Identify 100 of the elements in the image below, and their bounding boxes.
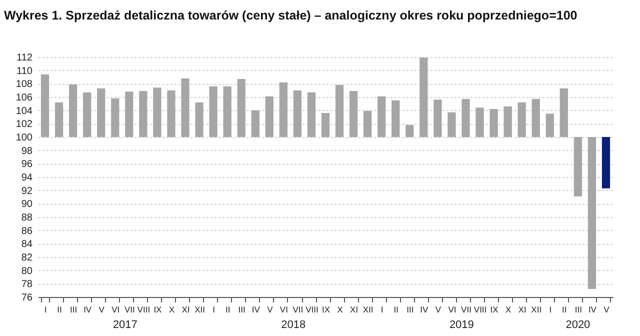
x-tick-label: III: [406, 304, 414, 314]
x-tick-label: XI: [350, 304, 358, 314]
x-tick-label: III: [70, 304, 78, 314]
bar: [546, 114, 554, 137]
x-tick-label: XI: [182, 304, 190, 314]
x-tick-label: V: [98, 304, 105, 314]
bar: [476, 108, 484, 137]
bar: [307, 92, 316, 137]
x-tick-label: III: [238, 304, 246, 314]
x-tick-label: V: [435, 304, 442, 314]
y-tick-label: 112: [16, 52, 33, 64]
x-tick-label: XII: [194, 304, 205, 314]
bar: [321, 113, 330, 137]
y-tick-label: 98: [21, 146, 33, 157]
x-tick-label: IX: [322, 304, 330, 314]
x-tick-label: VI: [448, 304, 456, 314]
bar: [349, 91, 358, 137]
text: 2017: [112, 319, 138, 331]
y-tick-label: 108: [16, 79, 33, 90]
bar: [265, 96, 274, 137]
y-tick-label: 110: [16, 66, 33, 77]
bar: [406, 125, 414, 137]
y-tick-label: 92: [21, 186, 33, 197]
bar: [378, 96, 386, 137]
bar: [125, 92, 134, 137]
x-tick-label: II: [57, 304, 62, 314]
y-tick-label: 90: [21, 199, 33, 210]
y-tick-label: 78: [21, 279, 33, 290]
bar: [574, 137, 582, 196]
y-tick-label: 102: [16, 119, 33, 130]
chart-title: Wykres 1. Sprzedaż detaliczna towarów (ceny stałe) – analogiczny okres roku poprzedniego=100: [4, 8, 578, 22]
bar: [532, 99, 540, 137]
bar: [139, 91, 148, 137]
bar: [54, 102, 64, 137]
bar: [237, 79, 246, 137]
bar: [111, 98, 120, 137]
y-tick-label: 94: [21, 172, 33, 184]
bar: [602, 137, 610, 188]
x-tick-label: IV: [252, 304, 260, 314]
text: 2020: [566, 319, 590, 331]
bar: [490, 109, 498, 137]
bar: [448, 112, 456, 137]
bar: [364, 111, 372, 137]
x-tick-label: IV: [420, 304, 429, 314]
bar: [181, 78, 190, 137]
x-tick-label: VII: [461, 304, 472, 314]
bar: [279, 82, 288, 137]
x-tick-label: X: [505, 304, 512, 314]
bar: [83, 92, 92, 137]
bar: [434, 100, 442, 137]
y-tick-label: 86: [21, 226, 33, 237]
x-tick-label: VII: [124, 304, 135, 314]
x-tick-label: IV: [588, 304, 597, 314]
x-tick-label: V: [267, 304, 274, 314]
x-tick-label: II: [225, 304, 230, 314]
bar: [293, 90, 302, 137]
bar: [560, 88, 568, 137]
bar: [195, 102, 204, 137]
bar: [420, 58, 428, 137]
bar: [40, 74, 50, 137]
x-tick-label: I: [44, 304, 47, 314]
y-tick-label: 104: [16, 106, 33, 117]
y-tick-label: 106: [16, 92, 33, 104]
x-tick-label: III: [574, 304, 582, 314]
bar: [518, 102, 526, 137]
bar: [251, 110, 260, 137]
y-tick-label: 88: [21, 212, 33, 224]
x-tick-label: IX: [154, 304, 162, 314]
x-tick-label: XII: [531, 304, 542, 314]
x-tick-label: VI: [112, 304, 120, 314]
x-tick-label: VI: [280, 304, 288, 314]
bar: [335, 85, 344, 137]
x-tick-label: VIII: [306, 304, 318, 314]
y-tick-label: 84: [21, 239, 33, 250]
bar: [504, 106, 512, 137]
x-tick-label: VII: [292, 304, 304, 314]
bar: [588, 137, 596, 289]
y-tick-label: 82: [21, 252, 33, 264]
bar: [153, 88, 162, 137]
x-tick-label: I: [380, 304, 384, 314]
bar: [167, 90, 176, 137]
y-tick-label: 80: [21, 266, 33, 277]
bar: [209, 86, 218, 137]
text: 2018: [281, 319, 306, 331]
x-tick-label: II: [562, 304, 567, 314]
text: 2019: [449, 319, 474, 331]
x-tick-label: X: [337, 304, 344, 314]
y-tick-label: 100: [16, 132, 33, 144]
y-tick-label: 96: [21, 159, 33, 170]
x-tick-label: I: [212, 304, 215, 314]
x-tick-label: IX: [490, 304, 499, 314]
x-tick-label: II: [394, 304, 398, 314]
x-tick-label: XII: [362, 304, 374, 314]
x-tick-label: VIII: [137, 304, 150, 314]
bar: [392, 100, 400, 137]
x-tick-label: V: [604, 304, 610, 314]
x-tick-label: X: [168, 304, 175, 314]
bar: [462, 99, 470, 137]
bar: [223, 86, 232, 137]
y-tick-label: 76: [21, 292, 33, 304]
